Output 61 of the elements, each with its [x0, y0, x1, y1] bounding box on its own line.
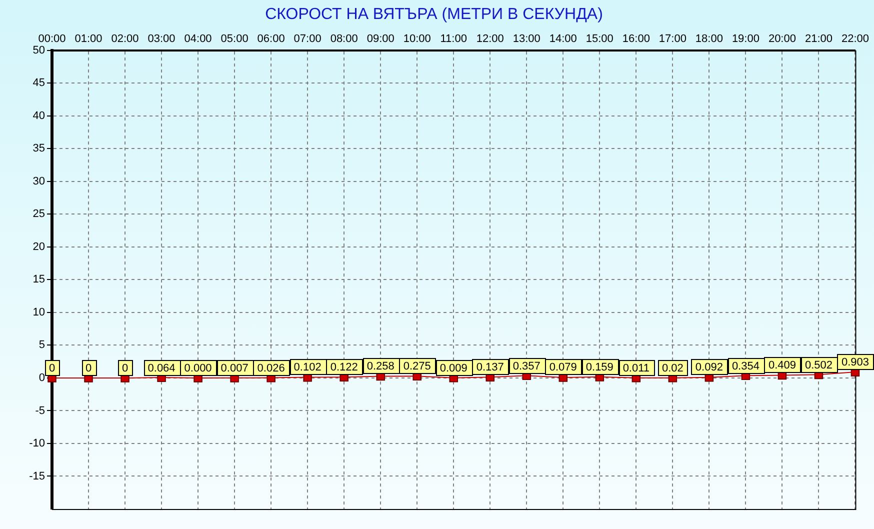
- x-tick-label: 13:00: [512, 32, 540, 45]
- data-label: 0.354: [732, 360, 760, 373]
- x-tick-label: 10:00: [403, 32, 431, 45]
- data-label: 0.02: [662, 362, 684, 375]
- x-tick-label: 04:00: [184, 32, 212, 45]
- y-tick-label: 40: [32, 110, 45, 122]
- x-tick-label: 01:00: [74, 32, 102, 45]
- y-tick-label: 30: [32, 175, 45, 188]
- y-tick-label: 20: [32, 240, 45, 253]
- x-tick-label: 00:00: [38, 32, 66, 45]
- x-tick-label: 21:00: [804, 32, 832, 45]
- data-label: 0.026: [257, 362, 285, 375]
- data-label: 0.122: [330, 362, 358, 374]
- chart-title: СКОРОСТ НА ВЯТЪРА (МЕТРИ В СЕКУНДА): [265, 6, 603, 24]
- x-tick-label: 07:00: [294, 32, 322, 45]
- y-tick-label: 35: [32, 142, 45, 155]
- data-label: 0.357: [512, 360, 540, 373]
- data-label: 0.007: [220, 362, 248, 375]
- y-tick-label: 15: [32, 274, 45, 286]
- x-tick-label: 14:00: [549, 32, 577, 45]
- x-tick-label: 08:00: [330, 32, 358, 45]
- data-label: 0.502: [804, 360, 832, 372]
- x-tick-label: 22:00: [841, 32, 869, 45]
- x-tick-label: 05:00: [220, 32, 248, 45]
- x-tick-label: 02:00: [111, 32, 139, 45]
- y-tick-label: 50: [32, 44, 45, 56]
- data-label: 0.064: [148, 362, 176, 375]
- data-label: 0: [48, 362, 56, 375]
- x-tick-label: 15:00: [586, 32, 614, 45]
- data-label: 0.079: [549, 362, 577, 374]
- y-tick-label: 0: [38, 372, 45, 384]
- y-tick-label: 10: [32, 306, 45, 318]
- x-tick-label: 19:00: [732, 32, 760, 45]
- data-label: 0.092: [695, 362, 723, 374]
- data-label: 0.009: [440, 362, 468, 375]
- y-tick-label: -15: [29, 470, 45, 482]
- data-label: 0.137: [476, 362, 504, 374]
- data-label: 0.409: [768, 360, 796, 372]
- x-tick-label: 12:00: [476, 32, 504, 45]
- x-tick-label: 20:00: [768, 32, 796, 45]
- data-label: 0.011: [622, 362, 650, 375]
- x-tick-label: 17:00: [658, 32, 686, 45]
- x-tick-label: 03:00: [148, 32, 176, 45]
- x-tick-label: 18:00: [695, 32, 723, 45]
- y-tick-label: 25: [32, 208, 45, 220]
- data-label: 0.275: [403, 360, 431, 373]
- y-tick-label: -5: [35, 404, 45, 417]
- y-tick-label: 45: [32, 77, 45, 90]
- data-label: 0.258: [366, 360, 394, 373]
- y-tick-label: 5: [38, 339, 45, 352]
- y-tick-label: -10: [29, 438, 45, 450]
- x-tick-label: 06:00: [257, 32, 285, 45]
- data-label: 0.159: [586, 362, 614, 374]
- x-tick-label: 16:00: [622, 32, 650, 45]
- x-tick-label: 11:00: [440, 32, 467, 45]
- data-label: 0.000: [184, 362, 212, 375]
- data-label: 0: [85, 362, 92, 375]
- data-label: 0.102: [294, 362, 322, 374]
- data-label: 0: [122, 362, 128, 375]
- x-tick-label: 09:00: [366, 32, 394, 45]
- data-label: 0.903: [841, 356, 869, 369]
